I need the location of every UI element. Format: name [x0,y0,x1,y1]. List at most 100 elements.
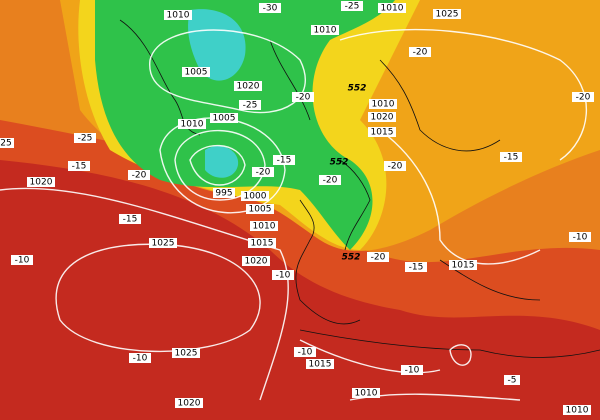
label-box [248,238,276,248]
temperature-label: -20 [388,162,403,172]
label-box [246,204,274,214]
isobar-label: 1010 [253,222,276,232]
temperature-label: -30 [263,4,278,14]
temperature-label: -15 [409,263,424,273]
isobar-label: 1015 [251,239,274,249]
isobar-label: 1010 [167,11,190,21]
label-box [378,3,406,13]
label-box [129,353,151,363]
label-box [119,214,141,224]
height-label: 552 [348,84,367,94]
label-box [27,177,55,187]
isobar-label: 1015 [452,261,475,271]
label-box [172,348,200,358]
label-box [252,167,274,177]
label-box [272,270,294,280]
isobar-label: 1005 [185,68,208,78]
isobar-label: 1025 [152,239,175,249]
label-box [182,67,210,77]
isobar-label: 1010 [355,389,378,399]
label-box [341,1,363,11]
isobar-label: 1010 [181,120,204,130]
isobar-label: 1015 [309,360,332,370]
isobar-label: 25 [0,139,11,149]
label-box [178,119,206,129]
height-label: 552 [342,253,361,263]
temperature-label: -20 [371,253,386,263]
temperature-label: -25 [243,101,258,111]
label-box [234,81,262,91]
label-box [241,191,269,201]
label-box [0,138,14,148]
temperature-label: -10 [133,354,148,364]
isobar-label: 1015 [371,128,394,138]
label-box [294,347,316,357]
temperature-label: -15 [72,162,87,172]
temperature-label: -10 [405,366,420,376]
isobar-label: 1025 [436,10,459,20]
isobar-label: 1025 [175,349,198,359]
label-box [369,99,397,109]
isobar-label: 1010 [566,406,589,416]
label-box [449,260,477,270]
label-box [368,127,396,137]
labels: 1010 1010 1025 1010 1005 1020 1005 1010 1020 1015… [0,1,594,416]
label-box [352,388,380,398]
temperature-label: -10 [276,271,291,281]
label-box [213,188,235,198]
temperature-label: -20 [132,171,147,181]
isobar-label: 1020 [245,257,268,267]
temperature-label: -20 [413,48,428,58]
temperature-label: -5 [508,376,517,386]
label-box [239,100,261,110]
label-box [11,255,33,265]
isobar-label: 1020 [237,82,260,92]
label-box [74,133,96,143]
label-box [368,112,396,122]
coastlines [119,19,600,358]
height-label: 552 [330,158,349,168]
label-box [292,92,314,102]
field-core [205,145,239,178]
label-box [384,161,406,171]
field-core [188,9,246,81]
isobar-label: 1000 [244,192,267,202]
label-box [306,359,334,369]
isobar-label: 1020 [178,399,201,409]
label-box [68,161,90,171]
label-box [563,405,591,415]
temperature-label: -20 [576,93,591,103]
label-box [319,175,341,185]
isobar-label: 1010 [372,100,395,110]
label-box [210,113,238,123]
temperature-label: -20 [323,176,338,186]
label-box [311,25,339,35]
temperature-label: -20 [256,168,271,178]
isobar-label: 1010 [381,4,404,14]
isobar-label: 1005 [249,205,272,215]
label-box [128,170,150,180]
temperature-label: -10 [298,348,313,358]
label-box [164,10,192,20]
label-box [569,232,591,242]
label-box [504,375,520,385]
temperature-label: -25 [345,2,360,12]
label-box [367,252,389,262]
isobar-label: 1020 [30,178,53,188]
temperature-label: -10 [15,256,30,266]
temperature-label: -15 [504,153,519,163]
label-box [242,256,270,266]
label-box [250,221,278,231]
temperature-label: -15 [277,156,292,166]
temperature-label: -25 [78,134,93,144]
label-box [405,262,427,272]
temperature-label: -15 [123,215,138,225]
temperature-label: -10 [573,233,588,243]
label-box [175,398,203,408]
isobar-label: 1005 [213,114,236,124]
field-band [95,0,395,250]
isobar-label: 1020 [371,113,394,123]
temperature-label: -20 [296,93,311,103]
label-box [259,3,281,13]
